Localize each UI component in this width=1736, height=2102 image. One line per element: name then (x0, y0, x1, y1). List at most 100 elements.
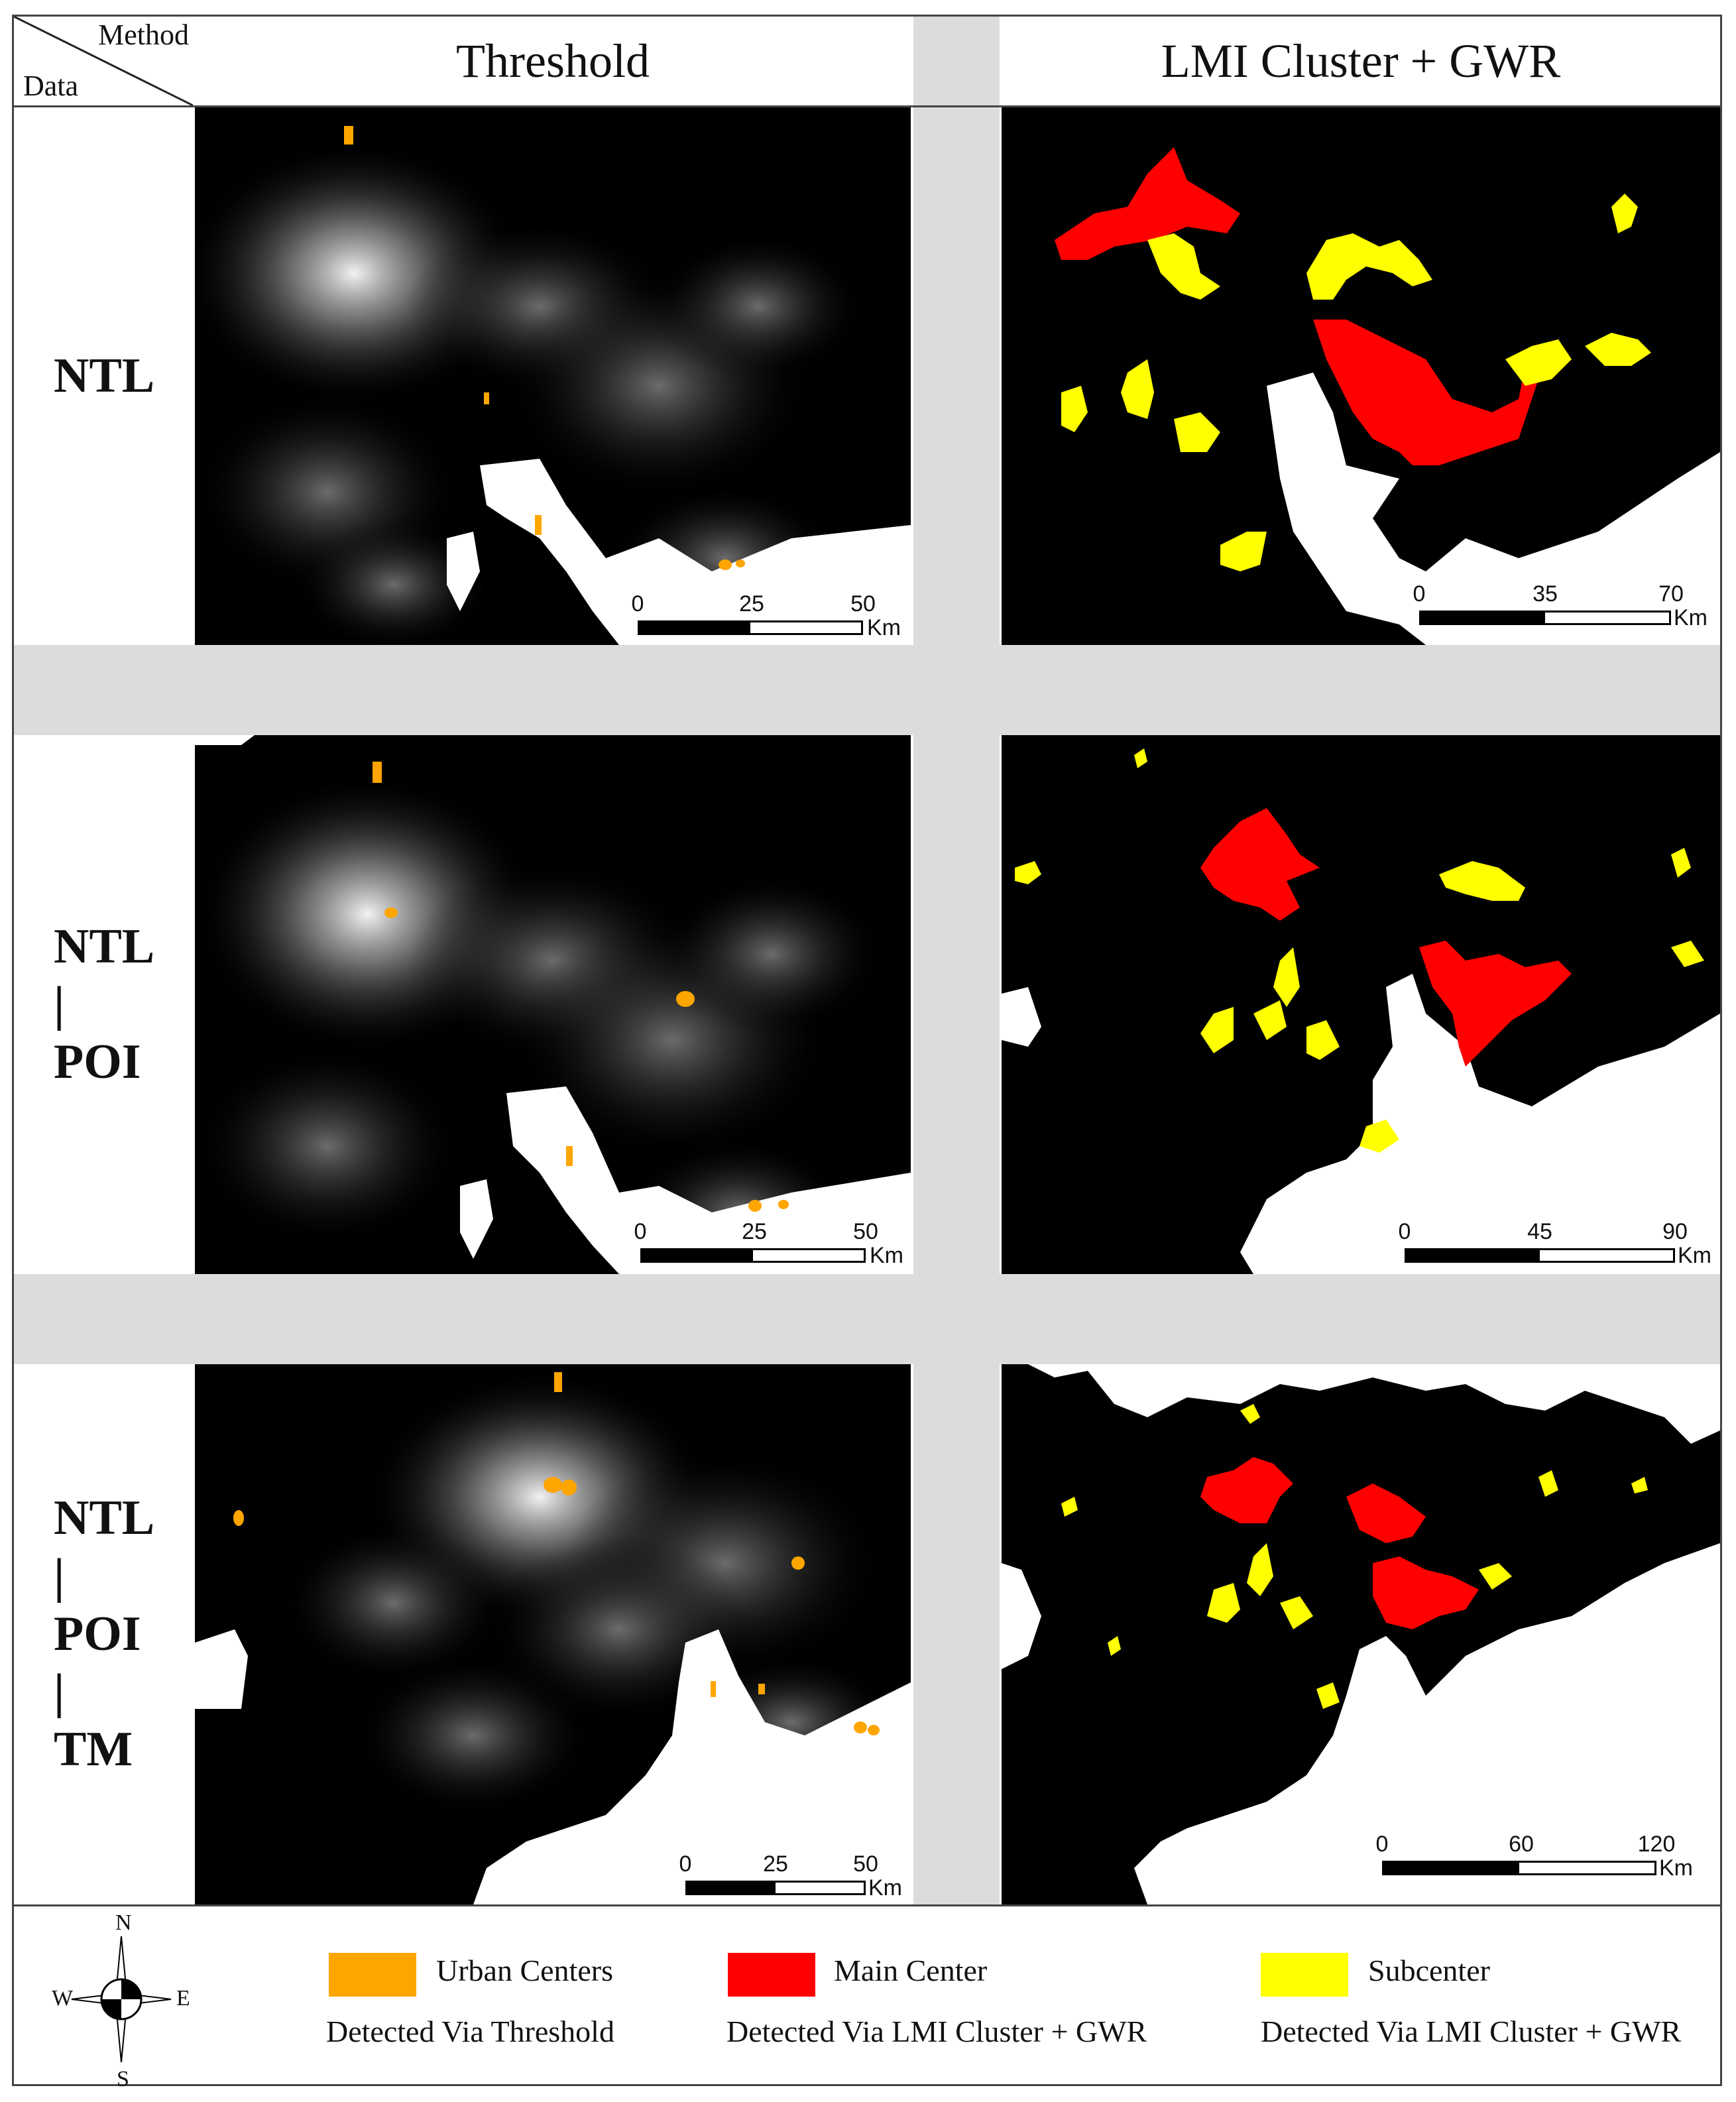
legend-label-main: Main Center (834, 1954, 988, 1987)
corner-diagonal (14, 17, 193, 105)
subcenter-region (1505, 339, 1572, 386)
row-divider-2 (14, 1274, 1720, 1364)
legend-sub-main: Detected Via LMI Cluster + GWR (726, 2014, 1147, 2048)
row-label-ntl-poi: NTL | POI (14, 735, 193, 1274)
subcenter-region (1631, 1477, 1648, 1493)
legend-swatch-sub (1261, 1953, 1348, 1997)
subcenter-region (1316, 1682, 1340, 1709)
row-label-line: NTL (54, 919, 155, 974)
legend-sub-urban: Detected Via Threshold (326, 2014, 614, 2048)
legend-swatch-main (728, 1953, 815, 1997)
subcenter-region (1306, 1020, 1340, 1060)
cluster-map (1002, 1364, 1720, 1904)
scale-tick: 50 (853, 1219, 878, 1244)
subcenter-region (1585, 333, 1651, 366)
row-label-line: TM (54, 1722, 133, 1777)
scale-bar-graphic (685, 1881, 866, 1895)
urban-center-marker (719, 559, 732, 570)
urban-center-marker (736, 559, 745, 567)
main-center-region (1055, 147, 1240, 260)
row-label-line: | (54, 976, 65, 1031)
column-divider (913, 17, 1000, 1904)
column-header-lmi: LMI Cluster + GWR (1002, 17, 1720, 105)
map-ntl-poi-tm-threshold: 0 25 50 Km (195, 1364, 911, 1904)
row-label-line: | (54, 1664, 65, 1720)
scale-tick: 90 (1662, 1219, 1688, 1244)
cluster-map (1002, 107, 1720, 645)
urban-center-marker (484, 392, 489, 404)
row-label-line: NTL (54, 1491, 155, 1546)
urban-center-marker (778, 1200, 789, 1209)
sea-area (506, 1086, 911, 1274)
scale-tick: 0 (1413, 581, 1426, 607)
scale-bar: 0 45 90 Km (1399, 1219, 1716, 1272)
scale-unit: Km (1678, 1243, 1711, 1268)
scale-bar: 0 25 50 Km (679, 1851, 911, 1904)
night-light-map (195, 107, 911, 645)
subcenter-region (1108, 1636, 1121, 1656)
scale-bar: 0 25 50 Km (632, 591, 903, 644)
scale-tick: 0 (631, 591, 644, 616)
compass-south: S (117, 2067, 129, 2091)
row-label-ntl-poi-tm: NTL | POI | TM (14, 1364, 193, 1904)
scale-bar: 0 35 70 Km (1413, 581, 1717, 634)
corner-method-label: Method (98, 19, 189, 51)
compass-north: N (115, 1910, 132, 1935)
subcenter-region (1253, 1000, 1287, 1040)
main-center-region (1200, 808, 1320, 921)
subcenter-region (1240, 1404, 1260, 1424)
scale-bar-graphic (1419, 611, 1671, 625)
night-light-map (195, 735, 911, 1274)
subcenter-region (1360, 1120, 1399, 1153)
map-ntl-threshold: 0 25 50 Km (195, 107, 911, 645)
map-ntl-poi-tm-lmi: 0 60 120 Km (1002, 1364, 1720, 1904)
scale-tick: 35 (1533, 581, 1558, 607)
scale-tick: 50 (850, 591, 876, 616)
scale-tick: 0 (1398, 1219, 1411, 1244)
row-label-ntl: NTL (14, 107, 193, 645)
subcenter-region (1220, 532, 1267, 571)
scale-unit: Km (867, 615, 901, 640)
sea-area (1134, 1543, 1720, 1904)
main-center-region (1346, 1484, 1426, 1543)
main-center-region (1373, 1556, 1479, 1629)
compass-east: E (176, 1986, 190, 2011)
legend-label-urban: Urban Centers (436, 1954, 613, 1987)
urban-center-marker (711, 1681, 716, 1697)
sea-area (1240, 974, 1720, 1274)
compass-icon (71, 1936, 172, 2063)
subcenter-region (1538, 1470, 1558, 1497)
urban-center-marker (676, 991, 695, 1007)
map-ntl-poi-lmi: 0 45 90 Km (1002, 735, 1720, 1274)
urban-center-marker (561, 1480, 577, 1495)
urban-center-marker (384, 907, 398, 918)
subcenter-region (1273, 947, 1300, 1007)
scale-tick: 45 (1527, 1219, 1552, 1244)
scale-bar-graphic (1382, 1861, 1656, 1875)
header-rule (14, 105, 1720, 107)
subcenter-region (1280, 1596, 1313, 1629)
scale-bar-graphic (640, 1248, 866, 1263)
legend-label-sub: Subcenter (1368, 1954, 1490, 1987)
urban-center-marker (868, 1725, 880, 1735)
scale-unit: Km (1674, 605, 1707, 630)
scale-bar-graphic (1405, 1248, 1675, 1263)
urban-center-marker (758, 1684, 765, 1694)
scale-tick: 70 (1658, 581, 1684, 607)
subcenter-region (1306, 233, 1432, 300)
subcenter-region (1479, 1563, 1512, 1590)
map-ntl-poi-threshold: 0 25 50 Km (195, 735, 911, 1274)
column-title-lmi: LMI Cluster + GWR (1161, 34, 1561, 88)
legend-panel: N S W E Urban Centers Detected Via Thres… (12, 1904, 1722, 2091)
urban-center-marker (554, 1372, 562, 1392)
urban-center-marker (373, 762, 382, 783)
column-header-threshold: Threshold (195, 17, 911, 105)
scale-unit: Km (870, 1243, 903, 1268)
row-divider-1 (14, 645, 1720, 735)
legend-swatch-urban (329, 1953, 416, 1997)
urban-center-marker (791, 1556, 805, 1570)
cluster-map (1002, 735, 1720, 1274)
sea-area (480, 459, 911, 645)
scale-unit: Km (1659, 1855, 1693, 1881)
sea-area (473, 1629, 911, 1904)
